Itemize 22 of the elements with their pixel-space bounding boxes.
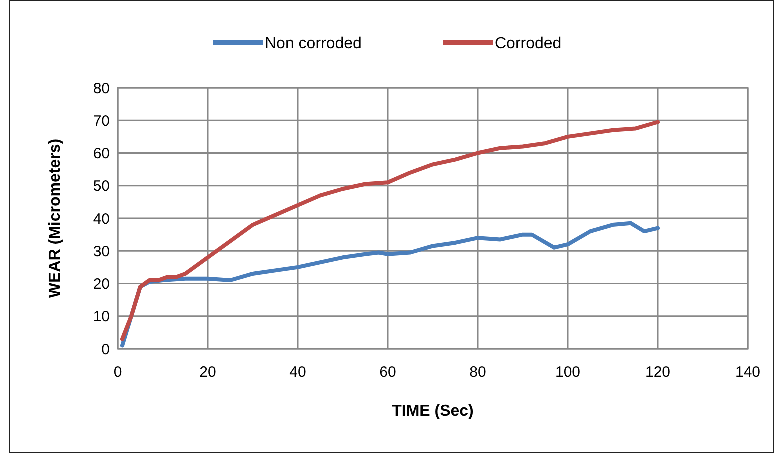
x-tick-label: 120: [645, 364, 671, 381]
y-tick-label: 50: [93, 178, 110, 196]
y-axis-title: WEAR (Micrometers): [47, 138, 64, 298]
y-tick-label: 10: [93, 308, 110, 326]
x-tick-label: 140: [735, 364, 761, 381]
legend-label: Corroded: [495, 36, 562, 53]
x-tick-label: 20: [200, 364, 216, 381]
y-tick-label: 60: [93, 146, 110, 162]
y-tick-label: 20: [93, 276, 110, 293]
x-tick-label: 80: [470, 364, 486, 381]
y-tick-label: 70: [93, 112, 110, 130]
x-tick-label: 0: [114, 364, 122, 381]
legend-label: Non corroded: [265, 36, 362, 53]
x-tick-label: 60: [380, 364, 396, 381]
y-tick-label: 40: [93, 210, 110, 228]
x-axis-title: TIME (Sec): [392, 403, 474, 420]
y-tick-label: 0: [102, 341, 110, 358]
x-tick-label: 40: [290, 364, 306, 381]
y-tick-label: 80: [93, 80, 110, 98]
y-tick-label: 30: [93, 243, 110, 260]
line-series: [120, 120, 660, 342]
x-tick-label: 100: [555, 364, 581, 381]
